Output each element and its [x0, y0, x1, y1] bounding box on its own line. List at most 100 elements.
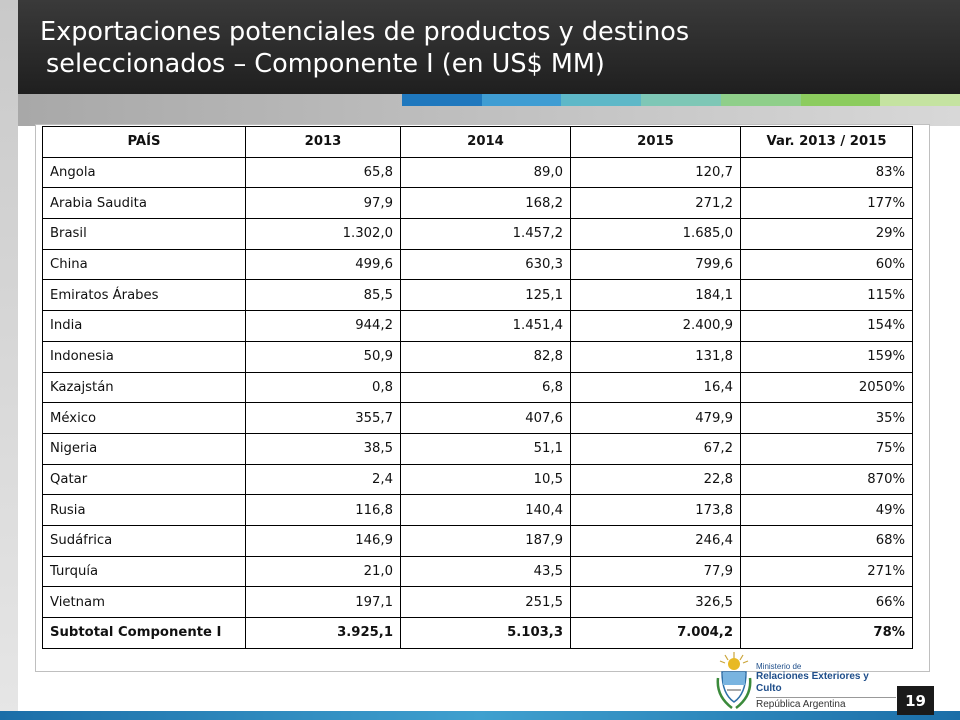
cell-country: Angola [42, 156, 246, 189]
cell-2014: 51,1 [400, 432, 571, 465]
table-header-row: PAÍS 2013 2014 2015 Var. 2013 / 2015 [42, 126, 913, 158]
cell-2014: 89,0 [400, 156, 571, 189]
argentina-coat-of-arms-icon [716, 652, 752, 709]
header-variation: Var. 2013 / 2015 [740, 126, 913, 158]
cell-variation: 35% [740, 402, 913, 434]
cell-variation: 78% [740, 617, 913, 649]
cell-2015: 7.004,2 [570, 617, 741, 649]
color-accent-stripes [402, 94, 960, 106]
title-line-1: Exportaciones potenciales de productos y… [40, 17, 690, 47]
cell-2014: 630,3 [400, 248, 571, 281]
cell-2013: 116,8 [245, 494, 401, 526]
cell-2013: 50,9 [245, 340, 401, 373]
cell-country: Vietnam [42, 586, 246, 618]
cell-variation: 2050% [740, 371, 913, 404]
cell-variation: 75% [740, 432, 913, 465]
cell-country: Sudáfrica [42, 524, 246, 557]
cell-2014: 125,1 [400, 279, 571, 312]
table-row: Nigeria 38,5 51,1 67,2 75% [42, 432, 913, 465]
exports-table: PAÍS 2013 2014 2015 Var. 2013 / 2015 Ang… [42, 126, 913, 649]
table-row: Indonesia 50,9 82,8 131,8 159% [42, 340, 913, 373]
table-row: Arabia Saudita 97,9 168,2 271,2 177% [42, 187, 913, 220]
table-row: Angola 65,8 89,0 120,7 83% [42, 156, 913, 189]
table-row: Sudáfrica 146,9 187,9 246,4 68% [42, 524, 913, 557]
table-row: Vietnam 197,1 251,5 326,5 66% [42, 586, 913, 618]
header-2014: 2014 [400, 126, 571, 158]
cell-2015: 2.400,9 [570, 310, 741, 342]
header-country: PAÍS [42, 126, 246, 158]
cell-2015: 271,2 [570, 187, 741, 220]
header-2013: 2013 [245, 126, 401, 158]
left-decorative-band [0, 0, 18, 720]
cell-2015: 326,5 [570, 586, 741, 618]
bottom-accent-band [0, 711, 960, 720]
slide-header [18, 0, 960, 94]
cell-2013: 65,8 [245, 156, 401, 189]
page-number: 19 [897, 686, 934, 715]
cell-variation: 60% [740, 248, 913, 281]
table-row: Turquía 21,0 43,5 77,9 271% [42, 555, 913, 588]
cell-country: Turquía [42, 555, 246, 588]
cell-country: Qatar [42, 463, 246, 496]
ministry-logo: Ministerio de Relaciones Exteriores y Cu… [716, 650, 896, 712]
ministry-name: Relaciones Exteriores y Culto [756, 671, 869, 694]
table-row: China 499,6 630,3 799,6 60% [42, 248, 913, 281]
table-row: México 355,7 407,6 479,9 35% [42, 402, 913, 434]
cell-2015: 479,9 [570, 402, 741, 434]
cell-variation: 68% [740, 524, 913, 557]
cell-variation: 177% [740, 187, 913, 220]
cell-2015: 22,8 [570, 463, 741, 496]
table-row: Kazajstán 0,8 6,8 16,4 2050% [42, 371, 913, 404]
accent-stripe [481, 94, 562, 106]
cell-2013: 2,4 [245, 463, 401, 496]
cell-2014: 1.451,4 [400, 310, 571, 342]
cell-variation: 115% [740, 279, 913, 312]
cell-variation: 154% [740, 310, 913, 342]
cell-2015: 120,7 [570, 156, 741, 189]
cell-2014: 1.457,2 [400, 218, 571, 250]
accent-stripe [402, 94, 482, 106]
table-row: Emiratos Árabes 85,5 125,1 184,1 115% [42, 279, 913, 312]
cell-2013: 85,5 [245, 279, 401, 312]
cell-2014: 140,4 [400, 494, 571, 526]
cell-country: Indonesia [42, 340, 246, 373]
cell-country: Kazajstán [42, 371, 246, 404]
country-name: República Argentina [756, 697, 896, 712]
cell-2013: 944,2 [245, 310, 401, 342]
accent-stripe [641, 94, 721, 106]
cell-2015: 77,9 [570, 555, 741, 588]
ministry-prefix: Ministerio de [756, 662, 802, 671]
cell-2013: 21,0 [245, 555, 401, 588]
cell-variation: 83% [740, 156, 913, 189]
subtotal-row: Subtotal Componente I 3.925,1 5.103,3 7.004… [42, 617, 913, 649]
table-row: Brasil 1.302,0 1.457,2 1.685,0 29% [42, 218, 913, 250]
title-line-2: seleccionados – Componente I (en US$ MM) [46, 49, 605, 79]
cell-variation: 159% [740, 340, 913, 373]
cell-2013: 197,1 [245, 586, 401, 618]
cell-2015: 173,8 [570, 494, 741, 526]
cell-country: Nigeria [42, 432, 246, 465]
table-row: Qatar 2,4 10,5 22,8 870% [42, 463, 913, 496]
cell-2014: 251,5 [400, 586, 571, 618]
cell-2015: 131,8 [570, 340, 741, 373]
cell-2015: 16,4 [570, 371, 741, 404]
cell-2014: 407,6 [400, 402, 571, 434]
cell-country: China [42, 248, 246, 281]
cell-2013: 146,9 [245, 524, 401, 557]
table-body: Angola 65,8 89,0 120,7 83% Arabia Saudita 97,9… [42, 156, 913, 649]
cell-variation: 870% [740, 463, 913, 496]
cell-2013: 3.925,1 [245, 617, 401, 649]
cell-2013: 1.302,0 [245, 218, 401, 250]
cell-variation: 271% [740, 555, 913, 588]
cell-2015: 799,6 [570, 248, 741, 281]
cell-2013: 38,5 [245, 432, 401, 465]
cell-country: Arabia Saudita [42, 187, 246, 220]
cell-country: Rusia [42, 494, 246, 526]
cell-variation: 49% [740, 494, 913, 526]
cell-country: Brasil [42, 218, 246, 250]
table-row: India 944,2 1.451,4 2.400,9 154% [42, 310, 913, 342]
cell-2014: 43,5 [400, 555, 571, 588]
cell-2014: 10,5 [400, 463, 571, 496]
accent-stripe [720, 94, 801, 106]
cell-2013: 97,9 [245, 187, 401, 220]
